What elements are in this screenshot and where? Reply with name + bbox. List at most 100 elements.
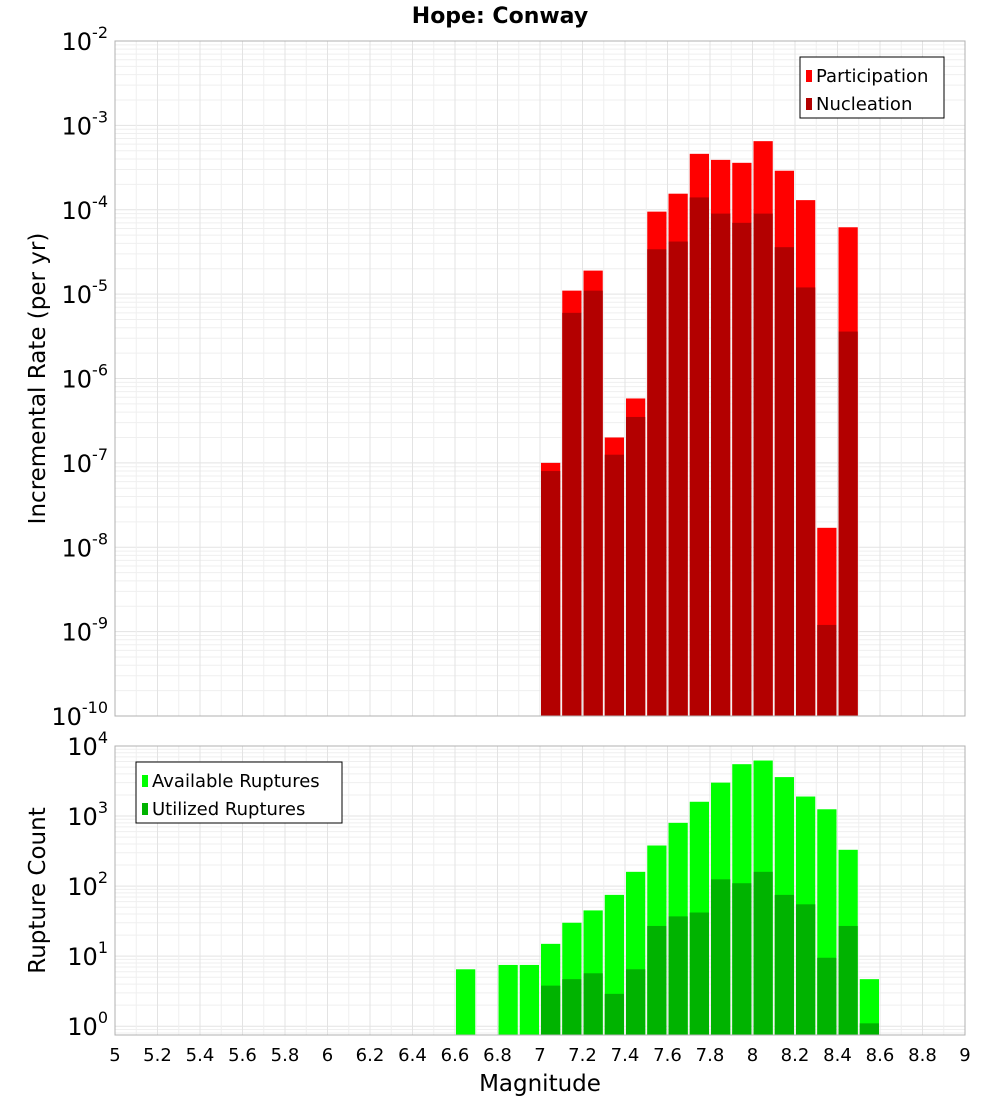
x-tick-label: 6 [322, 1045, 333, 1066]
bar [668, 241, 688, 717]
plot-frame [114, 745, 966, 1036]
x-tick-label: 8.6 [866, 1045, 895, 1066]
bar [562, 312, 582, 716]
y-tick-base: 10 [62, 366, 93, 394]
y-tick-label: 103 [67, 798, 108, 831]
x-tick-label: 8 [747, 1045, 758, 1066]
y-tick-label: 10-6 [62, 361, 109, 394]
legend-swatch [142, 803, 148, 815]
bar [817, 624, 837, 716]
bar [689, 912, 709, 1035]
bar [711, 879, 731, 1035]
y-tick-base: 10 [62, 450, 93, 478]
legend-box [799, 56, 945, 119]
legend-box [135, 761, 343, 824]
bar [604, 993, 624, 1035]
y-tick-exponent: 4 [98, 728, 108, 747]
y-tick-base: 10 [62, 112, 93, 140]
x-tick-label: 7 [534, 1045, 545, 1066]
x-tick-label: 6.4 [398, 1045, 427, 1066]
x-tick-label: 6.6 [441, 1045, 470, 1066]
legend-label: Nucleation [816, 94, 912, 115]
y-tick-base: 10 [62, 281, 93, 309]
y-tick-label: 10-4 [62, 192, 109, 225]
legend-label: Utilized Ruptures [152, 799, 305, 820]
y-tick-base: 10 [67, 873, 98, 901]
y-axis-label: Rupture Count [25, 807, 51, 973]
x-tick-label: 5 [109, 1045, 120, 1066]
bar [583, 290, 603, 716]
bar [817, 957, 837, 1035]
x-tick-label: 7.8 [696, 1045, 725, 1066]
x-tick-label: 5.4 [186, 1045, 215, 1066]
bar [753, 871, 773, 1035]
y-tick-label: 100 [67, 1008, 108, 1041]
bar [626, 969, 646, 1035]
bar [604, 454, 624, 716]
bar [583, 973, 603, 1035]
x-tick-label: 7.6 [653, 1045, 682, 1066]
x-axis-label: Magnitude [479, 1071, 601, 1097]
y-tick-exponent: -8 [92, 529, 108, 548]
y-tick-base: 10 [67, 943, 98, 971]
legend-label: Participation [816, 66, 928, 87]
bar [859, 979, 879, 1035]
y-tick-exponent: -2 [92, 23, 108, 42]
bar [519, 964, 539, 1035]
y-tick-label: 10-9 [62, 614, 109, 647]
y-tick-label: 10-10 [51, 698, 108, 731]
y-tick-exponent: -5 [92, 276, 108, 295]
y-tick-base: 10 [62, 619, 93, 647]
y-tick-base: 10 [67, 803, 98, 831]
y-tick-base: 10 [67, 733, 98, 761]
bar [626, 416, 646, 716]
x-tick-label: 5.2 [143, 1045, 172, 1066]
bar [456, 969, 476, 1035]
x-tick-label: 8.4 [823, 1045, 852, 1066]
bar [498, 964, 518, 1035]
y-tick-base: 10 [51, 703, 82, 731]
y-tick-label: 10-2 [62, 23, 109, 56]
chart-title: Hope: Conway [412, 4, 588, 29]
x-tick-label: 9 [959, 1045, 970, 1066]
bar [753, 213, 773, 717]
bar [647, 249, 667, 716]
bar [541, 985, 561, 1035]
plot-frame [114, 40, 966, 717]
y-tick-exponent: -7 [92, 445, 108, 464]
legend-label: Available Ruptures [152, 771, 320, 792]
bar [838, 925, 858, 1035]
y-tick-label: 10-8 [62, 529, 109, 562]
bar [711, 213, 731, 717]
y-tick-exponent: -4 [92, 192, 108, 211]
y-tick-exponent: -6 [92, 361, 108, 380]
top-panel: 10-1010-910-810-710-610-510-410-310-2Inc… [25, 23, 966, 731]
x-tick-label: 5.6 [228, 1045, 257, 1066]
y-tick-base: 10 [62, 534, 93, 562]
bar [562, 979, 582, 1035]
y-tick-label: 10-5 [62, 276, 109, 309]
y-tick-exponent: 0 [98, 1008, 108, 1027]
x-tick-label: 6.8 [483, 1045, 512, 1066]
x-tick-label: 7.4 [611, 1045, 640, 1066]
x-tick-label: 7.2 [568, 1045, 597, 1066]
legend: Available Ruptures Utilized Ruptures [135, 761, 343, 824]
y-tick-base: 10 [67, 1013, 98, 1041]
y-tick-base: 10 [62, 197, 93, 225]
y-tick-label: 104 [67, 728, 108, 761]
bar [838, 331, 858, 716]
bar [796, 287, 816, 716]
legend-swatch [806, 70, 812, 82]
x-tick-label: 8.8 [908, 1045, 937, 1066]
legend: Participation Nucleation [799, 56, 945, 119]
bar [541, 471, 561, 716]
x-tick-label: 5.8 [271, 1045, 300, 1066]
bar [689, 197, 709, 717]
y-tick-label: 102 [67, 868, 108, 901]
y-tick-label: 10-3 [62, 107, 109, 140]
bar [647, 925, 667, 1035]
y-tick-exponent: -3 [92, 107, 108, 126]
